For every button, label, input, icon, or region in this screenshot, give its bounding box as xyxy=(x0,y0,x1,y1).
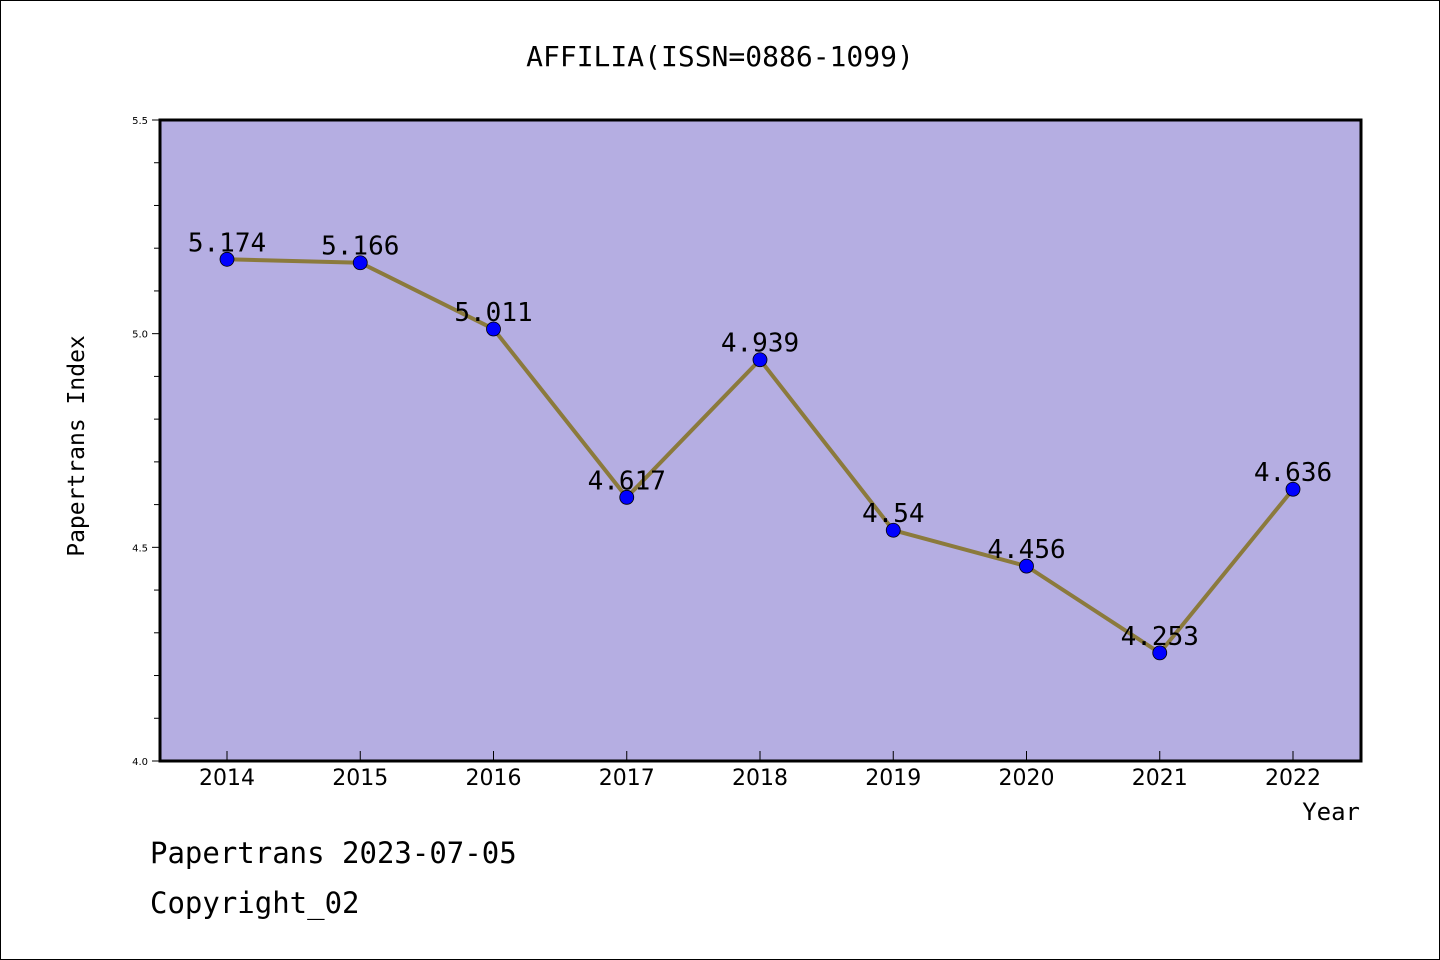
data-label-2018: 4.939 xyxy=(721,329,799,359)
data-label-2015: 5.166 xyxy=(321,232,399,262)
series-line-group: 5.174 5.166 5.011 4.617 4.939 4.54 4.456 4.253 4… xyxy=(188,228,1332,661)
data-point-2017 xyxy=(619,489,635,505)
data-point-2014 xyxy=(219,251,235,267)
data-point-2019 xyxy=(885,522,901,538)
x-tick-label: 2022 xyxy=(1265,766,1321,791)
y-tick-label: 5.5 xyxy=(132,116,148,127)
y-tick-label: 4.0 xyxy=(132,757,148,768)
data-label-2016: 5.011 xyxy=(454,298,532,328)
data-label-2022: 4.636 xyxy=(1254,458,1332,488)
x-tick-label: 2020 xyxy=(999,766,1055,791)
y-axis-label: Papertrans Index xyxy=(64,335,90,557)
footer-copyright: Copyright_02 xyxy=(150,886,360,920)
data-label-2019: 4.54 xyxy=(862,499,925,529)
x-tick-label: 2019 xyxy=(865,766,921,791)
data-label-2014: 5.174 xyxy=(188,228,266,258)
data-point-2020 xyxy=(1019,558,1034,574)
data-point-2022 xyxy=(1285,481,1301,497)
data-point-2018 xyxy=(752,352,768,368)
x-axis-label: Year xyxy=(1302,798,1360,826)
data-point-2015 xyxy=(352,255,368,271)
x-tick-label: 2017 xyxy=(599,766,655,791)
data-label-2017: 4.617 xyxy=(588,466,666,496)
y-tick-label: 5.0 xyxy=(132,330,148,341)
x-tick-label: 2018 xyxy=(732,766,788,791)
x-tick-label: 2014 xyxy=(199,766,255,791)
y-tick-label: 4.5 xyxy=(132,543,148,554)
chart-title: AFFILIA(ISSN=0886-1099) xyxy=(526,40,914,73)
x-tick-label: 2021 xyxy=(1132,766,1188,791)
x-tick-label: 2016 xyxy=(466,766,522,791)
y-axis: 4.0 4.5 5.0 5.5 xyxy=(132,116,160,768)
data-point-2021 xyxy=(1152,645,1168,661)
data-label-2021: 4.253 xyxy=(1121,622,1199,652)
data-point-2016 xyxy=(486,321,501,337)
plot-area xyxy=(158,118,1363,763)
x-axis: 2014 2015 2016 2017 2018 2019 2020 2021 2022 xyxy=(199,751,1321,791)
x-tick-label: 2015 xyxy=(332,766,388,791)
footer-date: Papertrans 2023-07-05 xyxy=(150,836,517,870)
data-label-2020: 4.456 xyxy=(987,535,1065,565)
